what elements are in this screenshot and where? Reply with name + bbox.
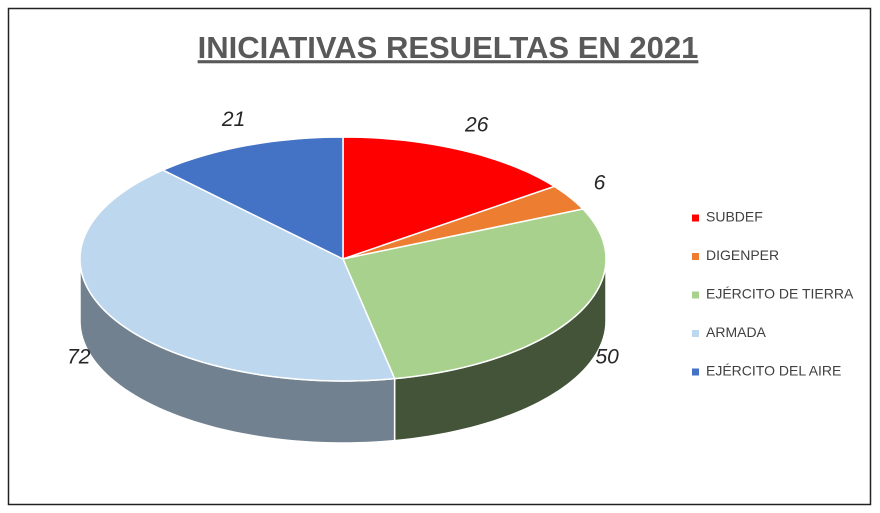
legend-label: EJÉRCITO DEL AIRE [706, 363, 841, 379]
legend-swatch [692, 368, 699, 376]
legend-label: DIGENPER [706, 247, 779, 263]
chart-title: INICIATIVAS RESUELTAS EN 2021 [198, 30, 699, 65]
slice [341, 208, 607, 380]
legend-swatch [692, 291, 699, 299]
data-label: 50 [596, 346, 620, 369]
legend-swatch [692, 330, 699, 337]
slice [161, 136, 344, 261]
legend-label: ARMADA [706, 324, 767, 340]
data-label: 6 [594, 171, 606, 194]
slice [79, 169, 396, 382]
legend-swatch [692, 214, 699, 222]
legend-swatch [692, 253, 699, 260]
legend-label: EJÉRCITO DE TIERRA [706, 286, 854, 302]
slice [342, 185, 585, 260]
legend-label: SUBDEF [706, 209, 763, 225]
slice [342, 136, 557, 261]
data-label: 26 [464, 114, 489, 137]
data-label: 72 [67, 346, 91, 369]
data-label: 21 [221, 108, 245, 131]
